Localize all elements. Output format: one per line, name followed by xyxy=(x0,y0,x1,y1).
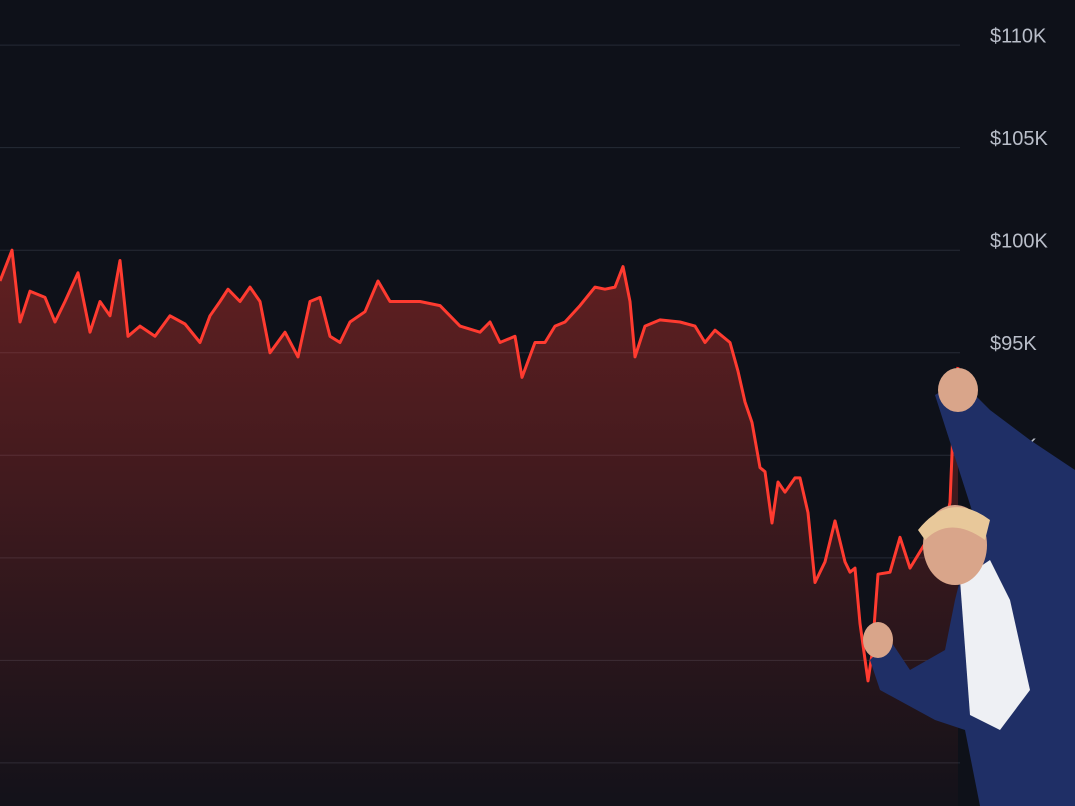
shirt xyxy=(960,560,1030,730)
fist xyxy=(863,622,893,658)
y-tick-label: $95K xyxy=(990,333,1037,355)
plot xyxy=(0,44,960,806)
y-tick-label: $105K xyxy=(990,128,1048,150)
fist xyxy=(938,368,978,412)
price-line xyxy=(0,248,960,683)
hair xyxy=(918,507,990,540)
area xyxy=(0,250,958,806)
y-tick-label: $110K xyxy=(990,25,1047,47)
person-overlay xyxy=(863,368,1075,806)
y-tick-label: $100K xyxy=(990,230,1048,252)
